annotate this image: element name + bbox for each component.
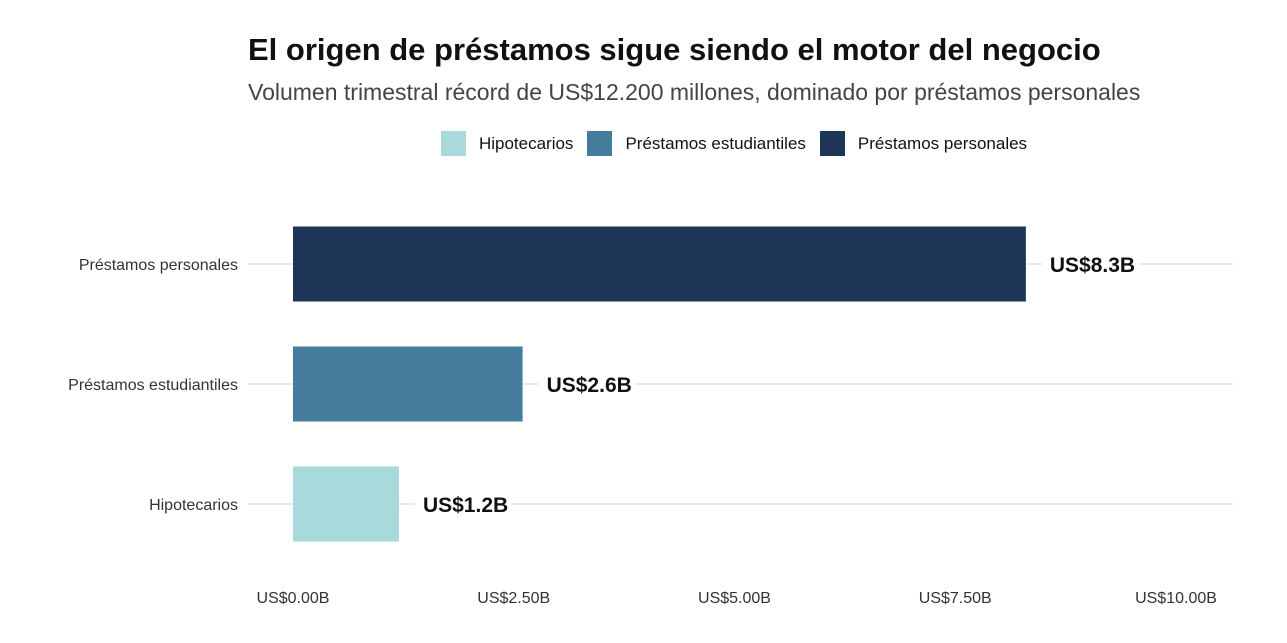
legend-item-hipotecarios: Hipotecarios [440, 131, 574, 156]
bar [293, 226, 1026, 302]
legend-item-personales: Préstamos personales [819, 131, 1028, 156]
chart-title: El origen de préstamos sigue siendo el m… [248, 32, 1101, 67]
legend-label: Préstamos personales [857, 133, 1028, 153]
bar [293, 466, 399, 542]
legend: Hipotecarios Préstamos estudiantiles Pré… [0, 131, 1287, 156]
legend-swatch [440, 131, 466, 156]
x-tick-label: US$10.00B [1135, 590, 1217, 607]
legend-item-estudiantiles: Préstamos estudiantiles [587, 131, 806, 156]
data-label-background [1041, 250, 1139, 278]
x-tick-label: US$5.00B [698, 590, 771, 607]
data-label: US$8.3B [1050, 254, 1135, 277]
legend-swatch [819, 131, 845, 156]
y-tick-label: Hipotecarios [149, 497, 238, 514]
chart-subtitle: Volumen trimestral récord de US$12.200 m… [248, 79, 1141, 105]
bar [293, 346, 523, 422]
legend-label: Préstamos estudiantiles [625, 133, 806, 153]
legend-swatch [587, 131, 613, 156]
data-label-background [414, 490, 512, 518]
y-tick-label: Préstamos personales [79, 257, 238, 274]
x-tick-label: US$0.00B [257, 590, 330, 607]
data-label-background [538, 370, 636, 398]
legend-label: Hipotecarios [478, 133, 574, 153]
data-label: US$1.2B [423, 494, 508, 517]
y-tick-label: Préstamos estudiantiles [68, 377, 238, 394]
data-label: US$2.6B [547, 374, 632, 397]
x-tick-label: US$2.50B [477, 590, 550, 607]
x-tick-label: US$7.50B [919, 590, 992, 607]
